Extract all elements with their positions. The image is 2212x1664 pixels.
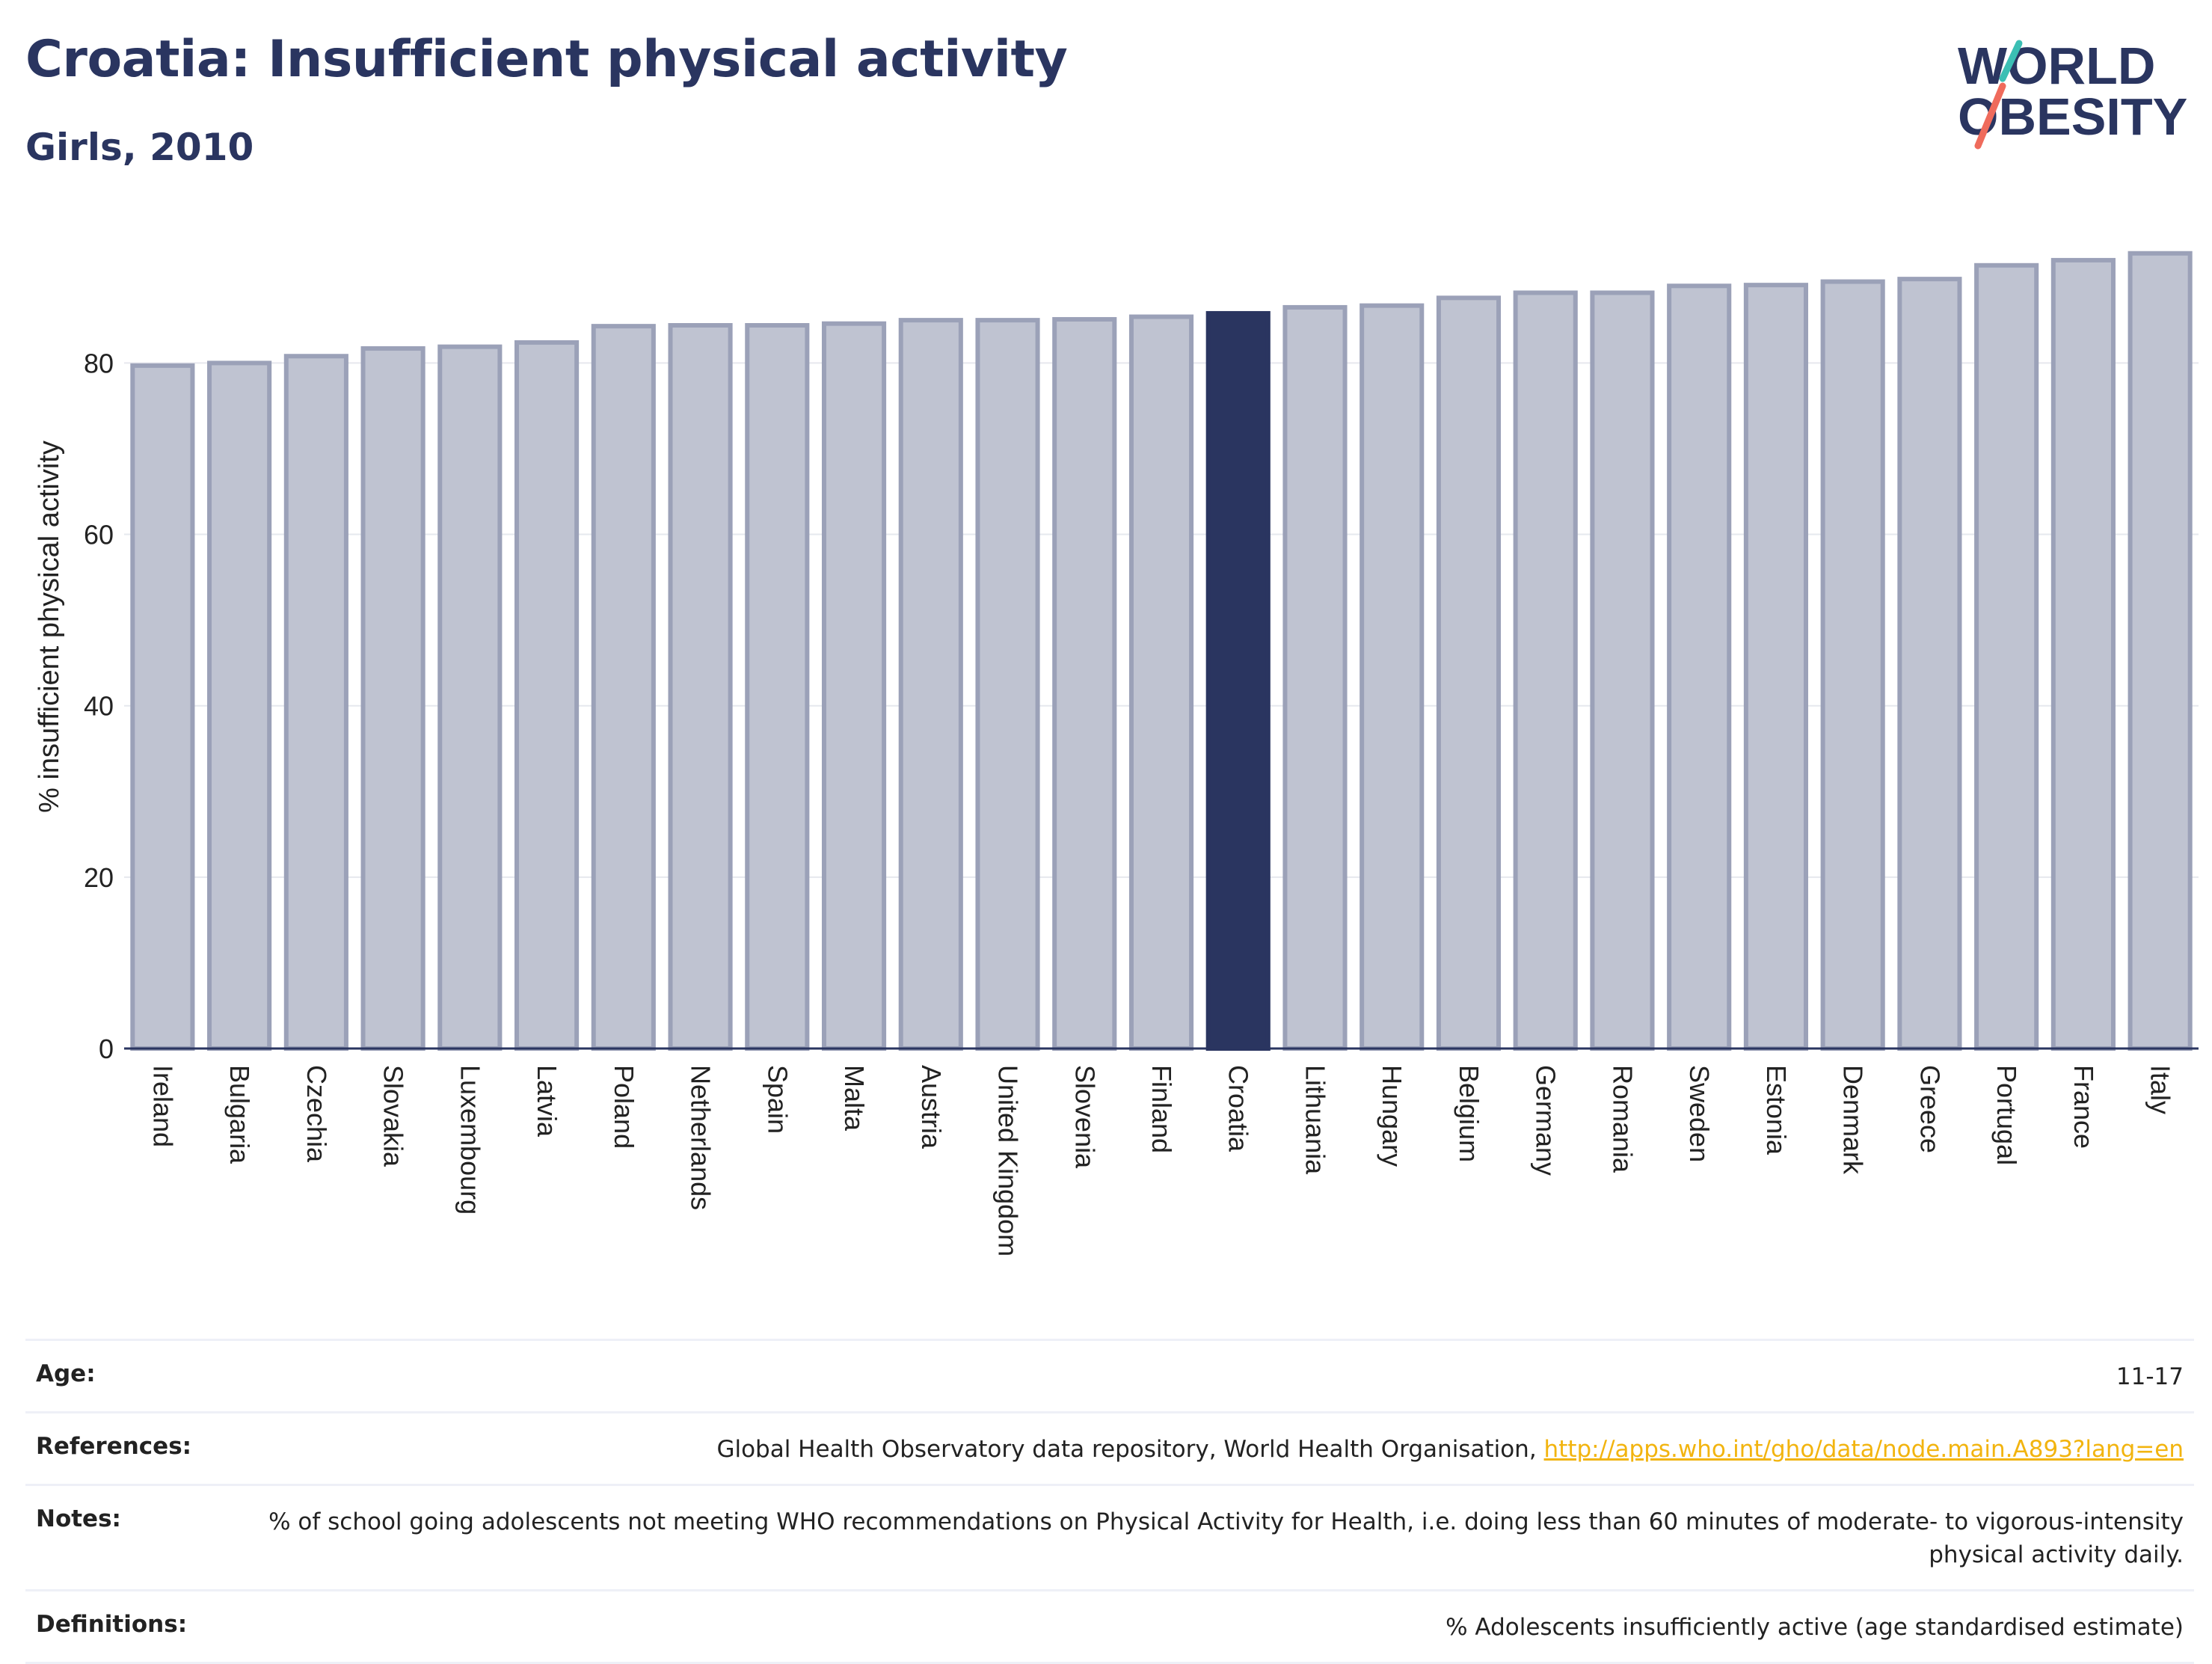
info-value: % of school going adolescents not meetin… — [268, 1508, 2184, 1568]
x-tick-label: Austria — [916, 1065, 947, 1149]
bar — [437, 344, 503, 1051]
bar — [1282, 304, 1348, 1051]
page-subtitle: Girls, 2010 — [25, 126, 254, 169]
x-tick-label: Greece — [1914, 1065, 1945, 1153]
bar — [1897, 277, 1962, 1051]
info-key: Age: — [36, 1360, 96, 1387]
axes: 0 20 40 60 80 Ireland Bulgaria Czechia Slovakia L… — [84, 348, 2199, 1256]
bar — [1590, 290, 1655, 1051]
x-tick-label: Luxembourg — [455, 1065, 485, 1215]
x-tick-label: Finland — [1146, 1065, 1177, 1153]
info-key: Notes: — [36, 1505, 121, 1532]
info-value: 11-17 — [2116, 1363, 2184, 1390]
x-tick-label: Spain — [762, 1065, 793, 1134]
x-tick-label: Netherlands — [686, 1065, 716, 1210]
y-tick-label: 60 — [84, 520, 114, 550]
x-tick-label: Latvia — [532, 1065, 562, 1138]
bar — [898, 318, 963, 1051]
bar — [821, 321, 887, 1051]
x-tick-label: Denmark — [1838, 1065, 1869, 1175]
x-tick-label: Croatia — [1223, 1065, 1254, 1152]
y-tick-label: 80 — [84, 348, 114, 378]
bar — [1974, 263, 2039, 1051]
info-row-references: References: Global Health Observatory da… — [25, 1411, 2194, 1484]
y-axis-label: % insufficient physical activity — [34, 440, 65, 813]
y-tick-label: 0 — [99, 1034, 114, 1064]
x-tick-label: Slovenia — [1069, 1065, 1100, 1169]
world-obesity-logo: WORLD OBESITY — [1958, 37, 2187, 150]
bar — [745, 322, 810, 1051]
bar — [1128, 314, 1194, 1051]
info-value: % Adolescents insufficiently active (age… — [1446, 1614, 2184, 1641]
bar — [130, 363, 195, 1051]
bar — [283, 354, 348, 1051]
x-tick-label: Malta — [839, 1065, 870, 1132]
logo-slash-teal — [1999, 40, 2023, 82]
x-tick-label: France — [2068, 1065, 2099, 1149]
x-tick-label: Bulgaria — [224, 1065, 255, 1164]
bars — [130, 251, 2193, 1051]
info-value: Global Health Observatory data repositor… — [260, 1433, 2184, 1466]
page-title: Croatia: Insufficient physical activity — [25, 30, 1068, 89]
logo-line1: WORLD — [1958, 37, 2155, 95]
bar-chart: 0 20 40 60 80 Ireland Bulgaria Czechia Slovakia L… — [34, 251, 2199, 1256]
bar — [2050, 257, 2116, 1051]
x-tick-label: Slovakia — [378, 1065, 409, 1167]
x-tick-label: Portugal — [1991, 1065, 2022, 1165]
y-tick-label: 20 — [84, 862, 114, 893]
bar — [975, 318, 1040, 1051]
bar — [2127, 251, 2193, 1051]
logo-slash-coral — [1974, 82, 2006, 150]
x-tick-label: Sweden — [1684, 1065, 1715, 1162]
info-row-notes: Notes: % of school going adolescents not… — [25, 1484, 2194, 1589]
x-tick-label: Ireland — [147, 1065, 178, 1147]
x-tick-label: United Kingdom — [993, 1065, 1024, 1256]
x-tick-label: Estonia — [1761, 1065, 1792, 1155]
x-tick-label: Italy — [2145, 1065, 2176, 1114]
info-row-age: Age: 11-17 — [25, 1339, 2194, 1411]
bar — [1436, 295, 1502, 1051]
reference-text: Global Health Observatory data repositor… — [716, 1436, 1544, 1463]
bar — [591, 324, 656, 1051]
x-tick-label: Romania — [1607, 1065, 1638, 1173]
info-key: Definitions: — [36, 1611, 188, 1638]
bar — [514, 340, 580, 1051]
info-row-definitions: Definitions: % Adolescents insufficientl… — [25, 1589, 2194, 1664]
bar — [668, 322, 733, 1051]
bar — [1513, 290, 1578, 1051]
bar — [1820, 279, 1885, 1051]
x-tick-label: Belgium — [1454, 1065, 1484, 1162]
bar — [1360, 303, 1425, 1051]
bar — [1743, 283, 1808, 1051]
info-table: Age: 11-17 References: Global Health Obs… — [25, 1339, 2194, 1664]
x-tick-label: Lithuania — [1300, 1065, 1330, 1175]
bar — [207, 360, 272, 1051]
x-tick-label: Czechia — [301, 1065, 332, 1163]
bar — [360, 346, 425, 1051]
bar-highlight — [1205, 310, 1271, 1051]
x-tick-label: Poland — [609, 1065, 639, 1149]
bar — [1667, 283, 1732, 1051]
x-tick-label: Hungary — [1377, 1065, 1407, 1167]
info-key: References: — [36, 1433, 192, 1460]
reference-link[interactable]: http://apps.who.int/gho/data/node.main.A… — [1543, 1436, 2184, 1463]
y-tick-label: 40 — [84, 691, 114, 722]
x-tick-label: Germany — [1531, 1065, 1561, 1176]
bar — [1052, 316, 1117, 1051]
